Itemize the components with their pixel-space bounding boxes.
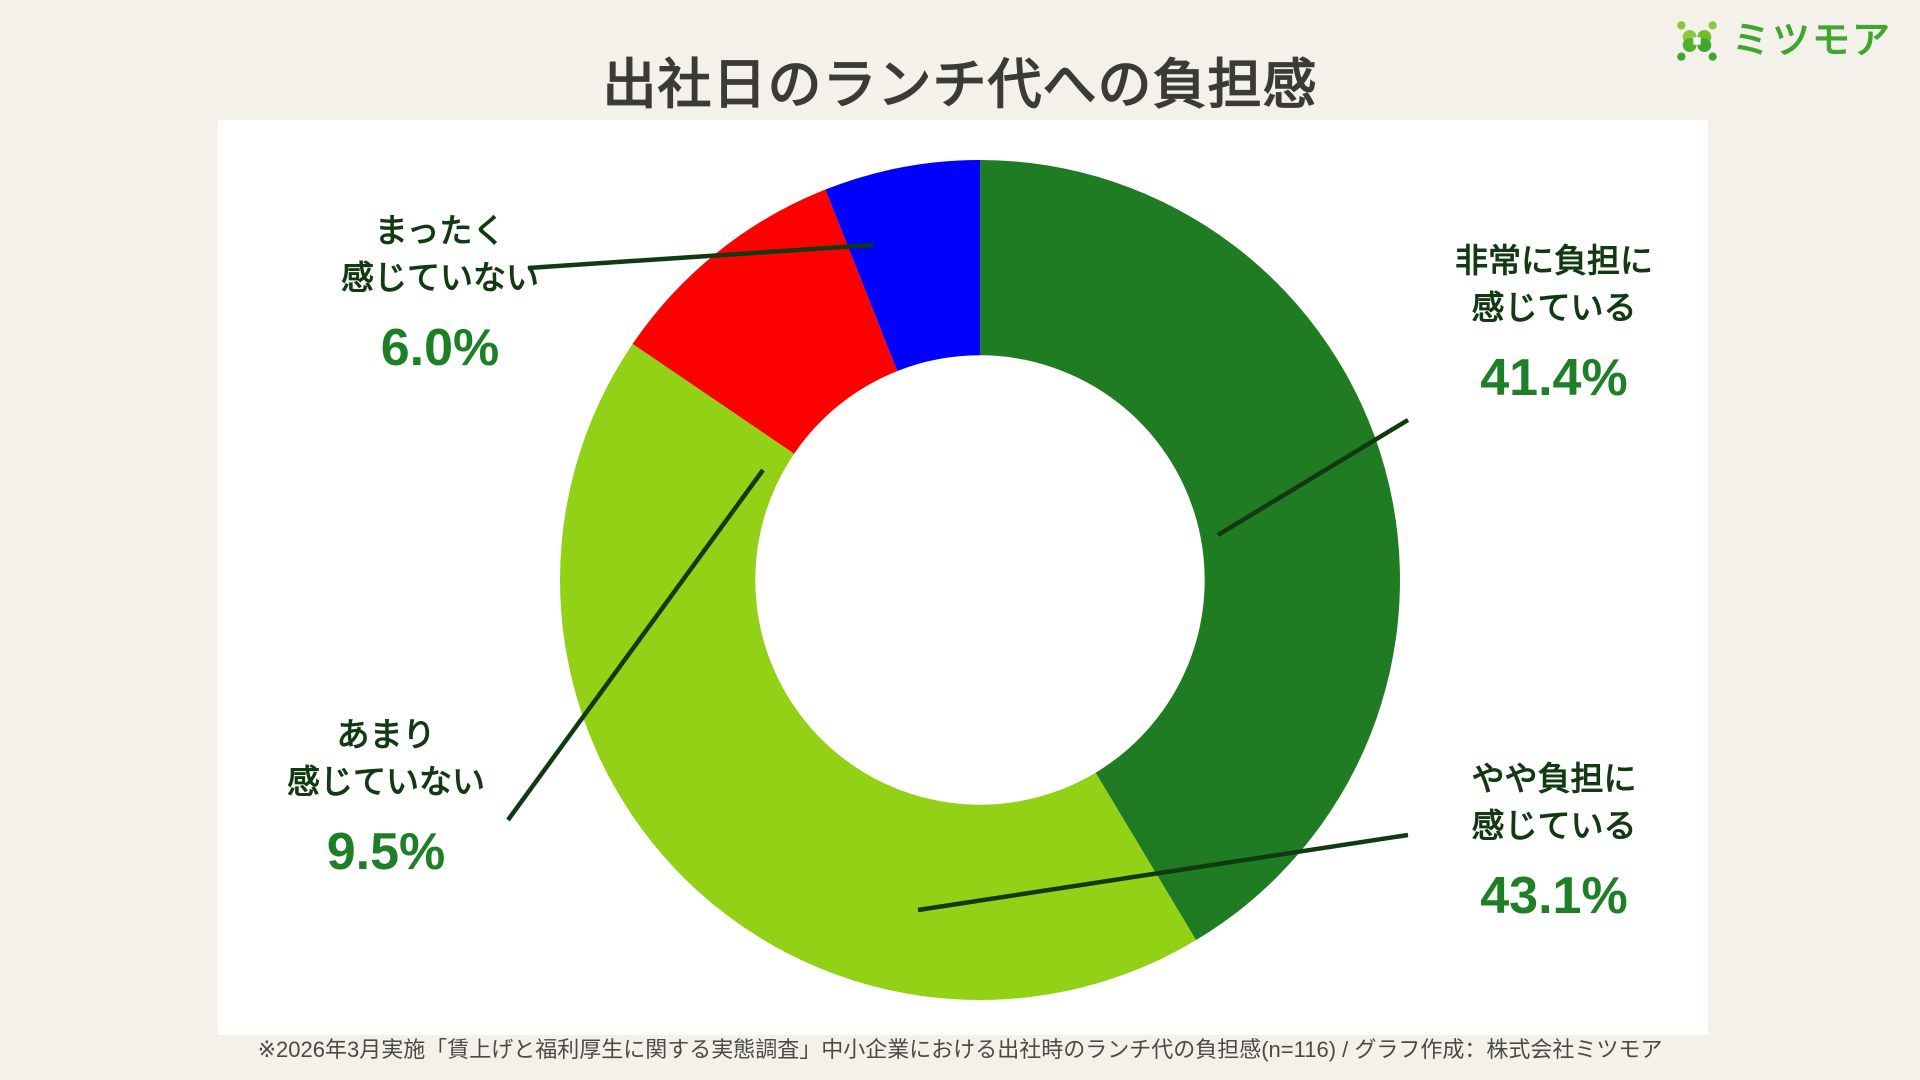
callout-label-0: 非常に負担に 感じている 41.4%: [1404, 238, 1704, 416]
brand-wordmark: ミツモア: [1731, 20, 1892, 62]
leader-line-2: [506, 468, 765, 822]
callout-3-line2: 感じていない: [341, 258, 539, 296]
callout-0-line2: 感じている: [1471, 288, 1637, 326]
mitsumor-clover-icon: [1677, 21, 1717, 61]
brand-logo: ミツモア: [1674, 18, 1892, 64]
callout-label-1: やや負担に 感じている 43.1%: [1404, 756, 1704, 934]
callout-label-2: あまり 感じていない 9.5%: [236, 712, 536, 890]
callout-1-line2: 感じている: [1471, 806, 1637, 844]
donut-slice-3[interactable]: [825, 160, 980, 372]
page-title: 出社日のランチ代への負担感: [602, 55, 1318, 115]
callout-0-percent: 41.4%: [1480, 348, 1628, 407]
callout-3-percent: 6.0%: [380, 318, 500, 377]
leader-lines: [506, 242, 1410, 913]
leader-line-0: [1216, 418, 1410, 537]
callout-2-percent: 9.5%: [326, 822, 446, 881]
callout-2-line2: 感じていない: [287, 762, 485, 800]
source-footnote: ※2026年3月実施「賃上げと福利厚生に関する実態調査」中小企業における出社時の…: [257, 1037, 1663, 1062]
leader-line-3: [527, 242, 874, 271]
donut-slice-2[interactable]: [632, 189, 898, 454]
donut-slice-1[interactable]: [560, 343, 1197, 1000]
leader-line-1: [917, 832, 1409, 913]
callout-1-line1: やや負担に: [1471, 760, 1637, 797]
callout-3-line1: まったく: [374, 212, 506, 249]
donut-slice-0[interactable]: [980, 160, 1400, 941]
callout-1-percent: 43.1%: [1480, 866, 1628, 925]
callout-0-line1: 非常に負担に: [1455, 242, 1653, 279]
callout-label-3: まったく 感じていない 6.0%: [290, 208, 590, 386]
donut-chart: [506, 160, 1410, 1000]
callout-2-line1: あまり: [336, 716, 436, 753]
donut-slices: [560, 160, 1400, 1000]
